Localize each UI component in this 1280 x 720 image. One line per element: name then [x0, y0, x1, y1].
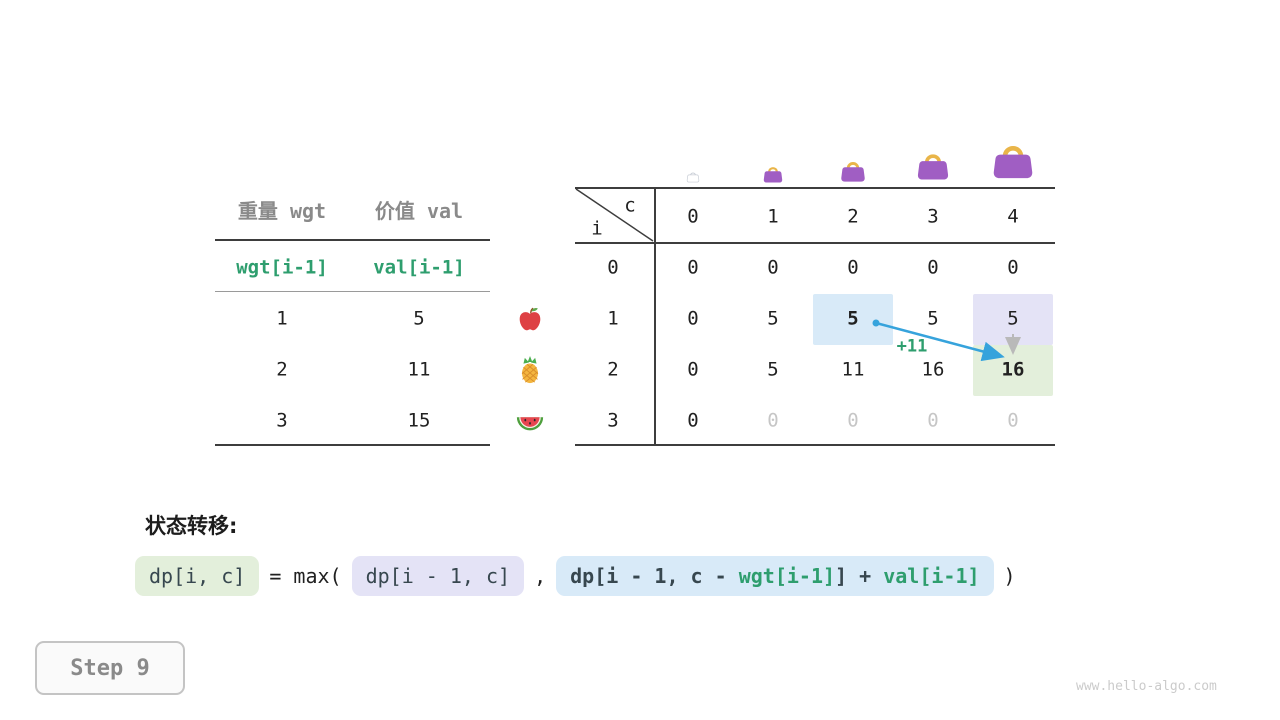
dp-table-bottom-rule — [575, 444, 1055, 446]
dp-table-vertical-rule — [654, 187, 656, 446]
bag-icon-3 — [915, 149, 951, 184]
dp-cell-pending: 0 — [847, 409, 859, 432]
formula-option2: dp[i - 1, c - wgt[i-1]] + val[i-1] — [556, 556, 994, 596]
dp-cell-pending: 0 — [927, 409, 939, 432]
dp-col-header: 0 — [687, 205, 699, 228]
transition-formula: dp[i, c] = max( dp[i - 1, c] , dp[i - 1,… — [135, 556, 1026, 596]
formula-close-paren: ) — [1003, 564, 1016, 588]
dp-cell: 0 — [687, 409, 699, 432]
corner-diagonal-line — [575, 188, 654, 242]
formula-option2-wgt: wgt[i-1] — [738, 564, 836, 588]
dp-cell-option: 5 — [1007, 307, 1019, 330]
formula-option2-val: val[i-1] — [883, 564, 980, 588]
dp-cell: 5 — [767, 307, 779, 330]
dp-col-header: 2 — [847, 205, 859, 228]
dp-cell: 0 — [927, 256, 939, 279]
item-table-header-wgt: 重量 wgt — [237, 199, 327, 223]
formula-comma: , — [534, 564, 547, 588]
dp-row-header: 1 — [607, 307, 619, 330]
watermark: www.hello-algo.com — [1076, 679, 1217, 694]
dp-col-header: 1 — [767, 205, 779, 228]
item-table-formula-wgt: wgt[i-1] — [236, 256, 328, 279]
item-val-3: 15 — [407, 409, 431, 432]
dp-table-header-rule — [575, 242, 1055, 244]
dp-cell: 16 — [921, 358, 945, 381]
item-table-mid-rule — [215, 291, 490, 292]
item-wgt-1: 1 — [276, 307, 288, 330]
formula-lhs: dp[i, c] — [135, 556, 260, 596]
dp-cell-result: 16 — [1001, 358, 1025, 381]
dp-cell: 0 — [687, 307, 699, 330]
bag-icon-4 — [990, 139, 1036, 184]
dp-cell: 0 — [687, 358, 699, 381]
dp-cell: 0 — [687, 256, 699, 279]
formula-option1: dp[i - 1, c] — [351, 556, 525, 596]
watermelon-icon — [514, 406, 546, 436]
dp-cell: 0 — [767, 256, 779, 279]
dp-row-header: 2 — [607, 358, 619, 381]
formula-option2-part1: dp[i - 1, c - — [570, 564, 739, 588]
dp-cell: 5 — [927, 307, 939, 330]
dp-cell-pending: 0 — [1007, 409, 1019, 432]
item-table-header-val: 价值 val — [374, 199, 464, 223]
item-wgt-2: 2 — [276, 358, 288, 381]
dp-cell: 0 — [847, 256, 859, 279]
dp-row-header: 0 — [607, 256, 619, 279]
dp-col-header: 4 — [1007, 205, 1019, 228]
dp-row-header: 3 — [607, 409, 619, 432]
formula-option2-part3: ] + — [835, 564, 884, 588]
item-wgt-3: 3 — [276, 409, 288, 432]
dp-cell-pending: 0 — [767, 409, 779, 432]
item-table-top-rule — [215, 239, 490, 241]
bag-icon-1 — [762, 164, 784, 185]
apple-icon — [515, 304, 545, 334]
step-indicator: Step 9 — [35, 641, 185, 695]
item-table-formula-val: val[i-1] — [373, 256, 465, 279]
dp-col-header: 3 — [927, 205, 939, 228]
item-val-2: 11 — [407, 358, 431, 381]
arrow-add-label: +11 — [896, 336, 928, 357]
pineapple-icon — [515, 355, 545, 385]
dp-table-top-rule — [575, 187, 1055, 189]
transition-heading: 状态转移: — [145, 514, 238, 538]
item-table-bottom-rule — [215, 444, 490, 446]
dp-cell: 11 — [841, 358, 865, 381]
formula-equals-max: = max( — [269, 564, 342, 588]
item-val-1: 5 — [413, 307, 425, 330]
dp-corner-row-var: i — [591, 217, 603, 240]
dp-cell-source: 5 — [847, 307, 859, 330]
dp-corner-col-var: c — [624, 194, 636, 217]
bag-icon-2 — [839, 158, 867, 185]
dp-cell: 5 — [767, 358, 779, 381]
bag-icon-empty — [686, 170, 700, 184]
dp-cell: 0 — [1007, 256, 1019, 279]
